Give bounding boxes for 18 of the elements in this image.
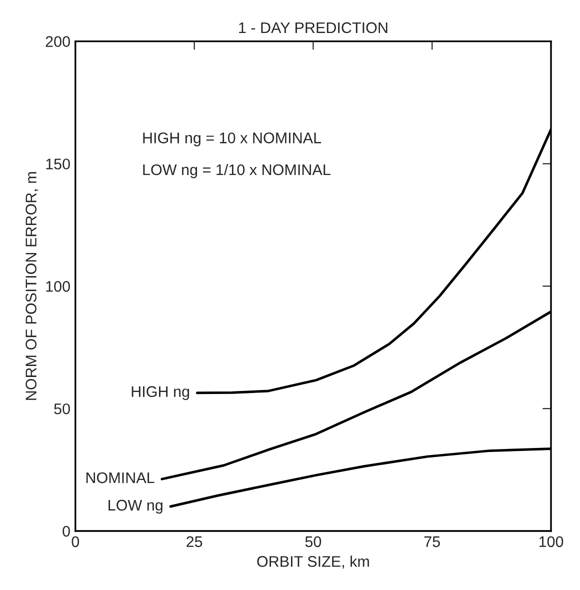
annotation: HIGH ng = 10 x NOMINAL (143, 132, 322, 146)
x-tick-label: 100 (539, 536, 564, 548)
x-tick-label: 0 (72, 536, 80, 548)
series-label: LOW ng (108, 500, 162, 514)
y-axis-title: NORM OF POSITION ERROR, m (26, 172, 38, 400)
y-tick-label: 50 (54, 403, 70, 414)
y-tick-label: 0 (62, 526, 70, 537)
y-tick-label: 150 (46, 158, 70, 170)
series-label: NOMINAL (86, 472, 154, 484)
series-label: HIGH ng (132, 386, 190, 400)
x-tick-label: 50 (305, 536, 322, 548)
y-tick-label: 100 (46, 281, 70, 292)
x-tick-label: 25 (186, 536, 202, 548)
chart-title: 1 - DAY PREDICTION (239, 22, 388, 34)
x-axis-title: ORBIT SIZE, km (257, 556, 369, 569)
x-tick-label: 75 (424, 536, 440, 548)
annotation: LOW ng = 1/10 x NOMINAL (143, 164, 330, 178)
y-tick-label: 200 (46, 36, 70, 47)
